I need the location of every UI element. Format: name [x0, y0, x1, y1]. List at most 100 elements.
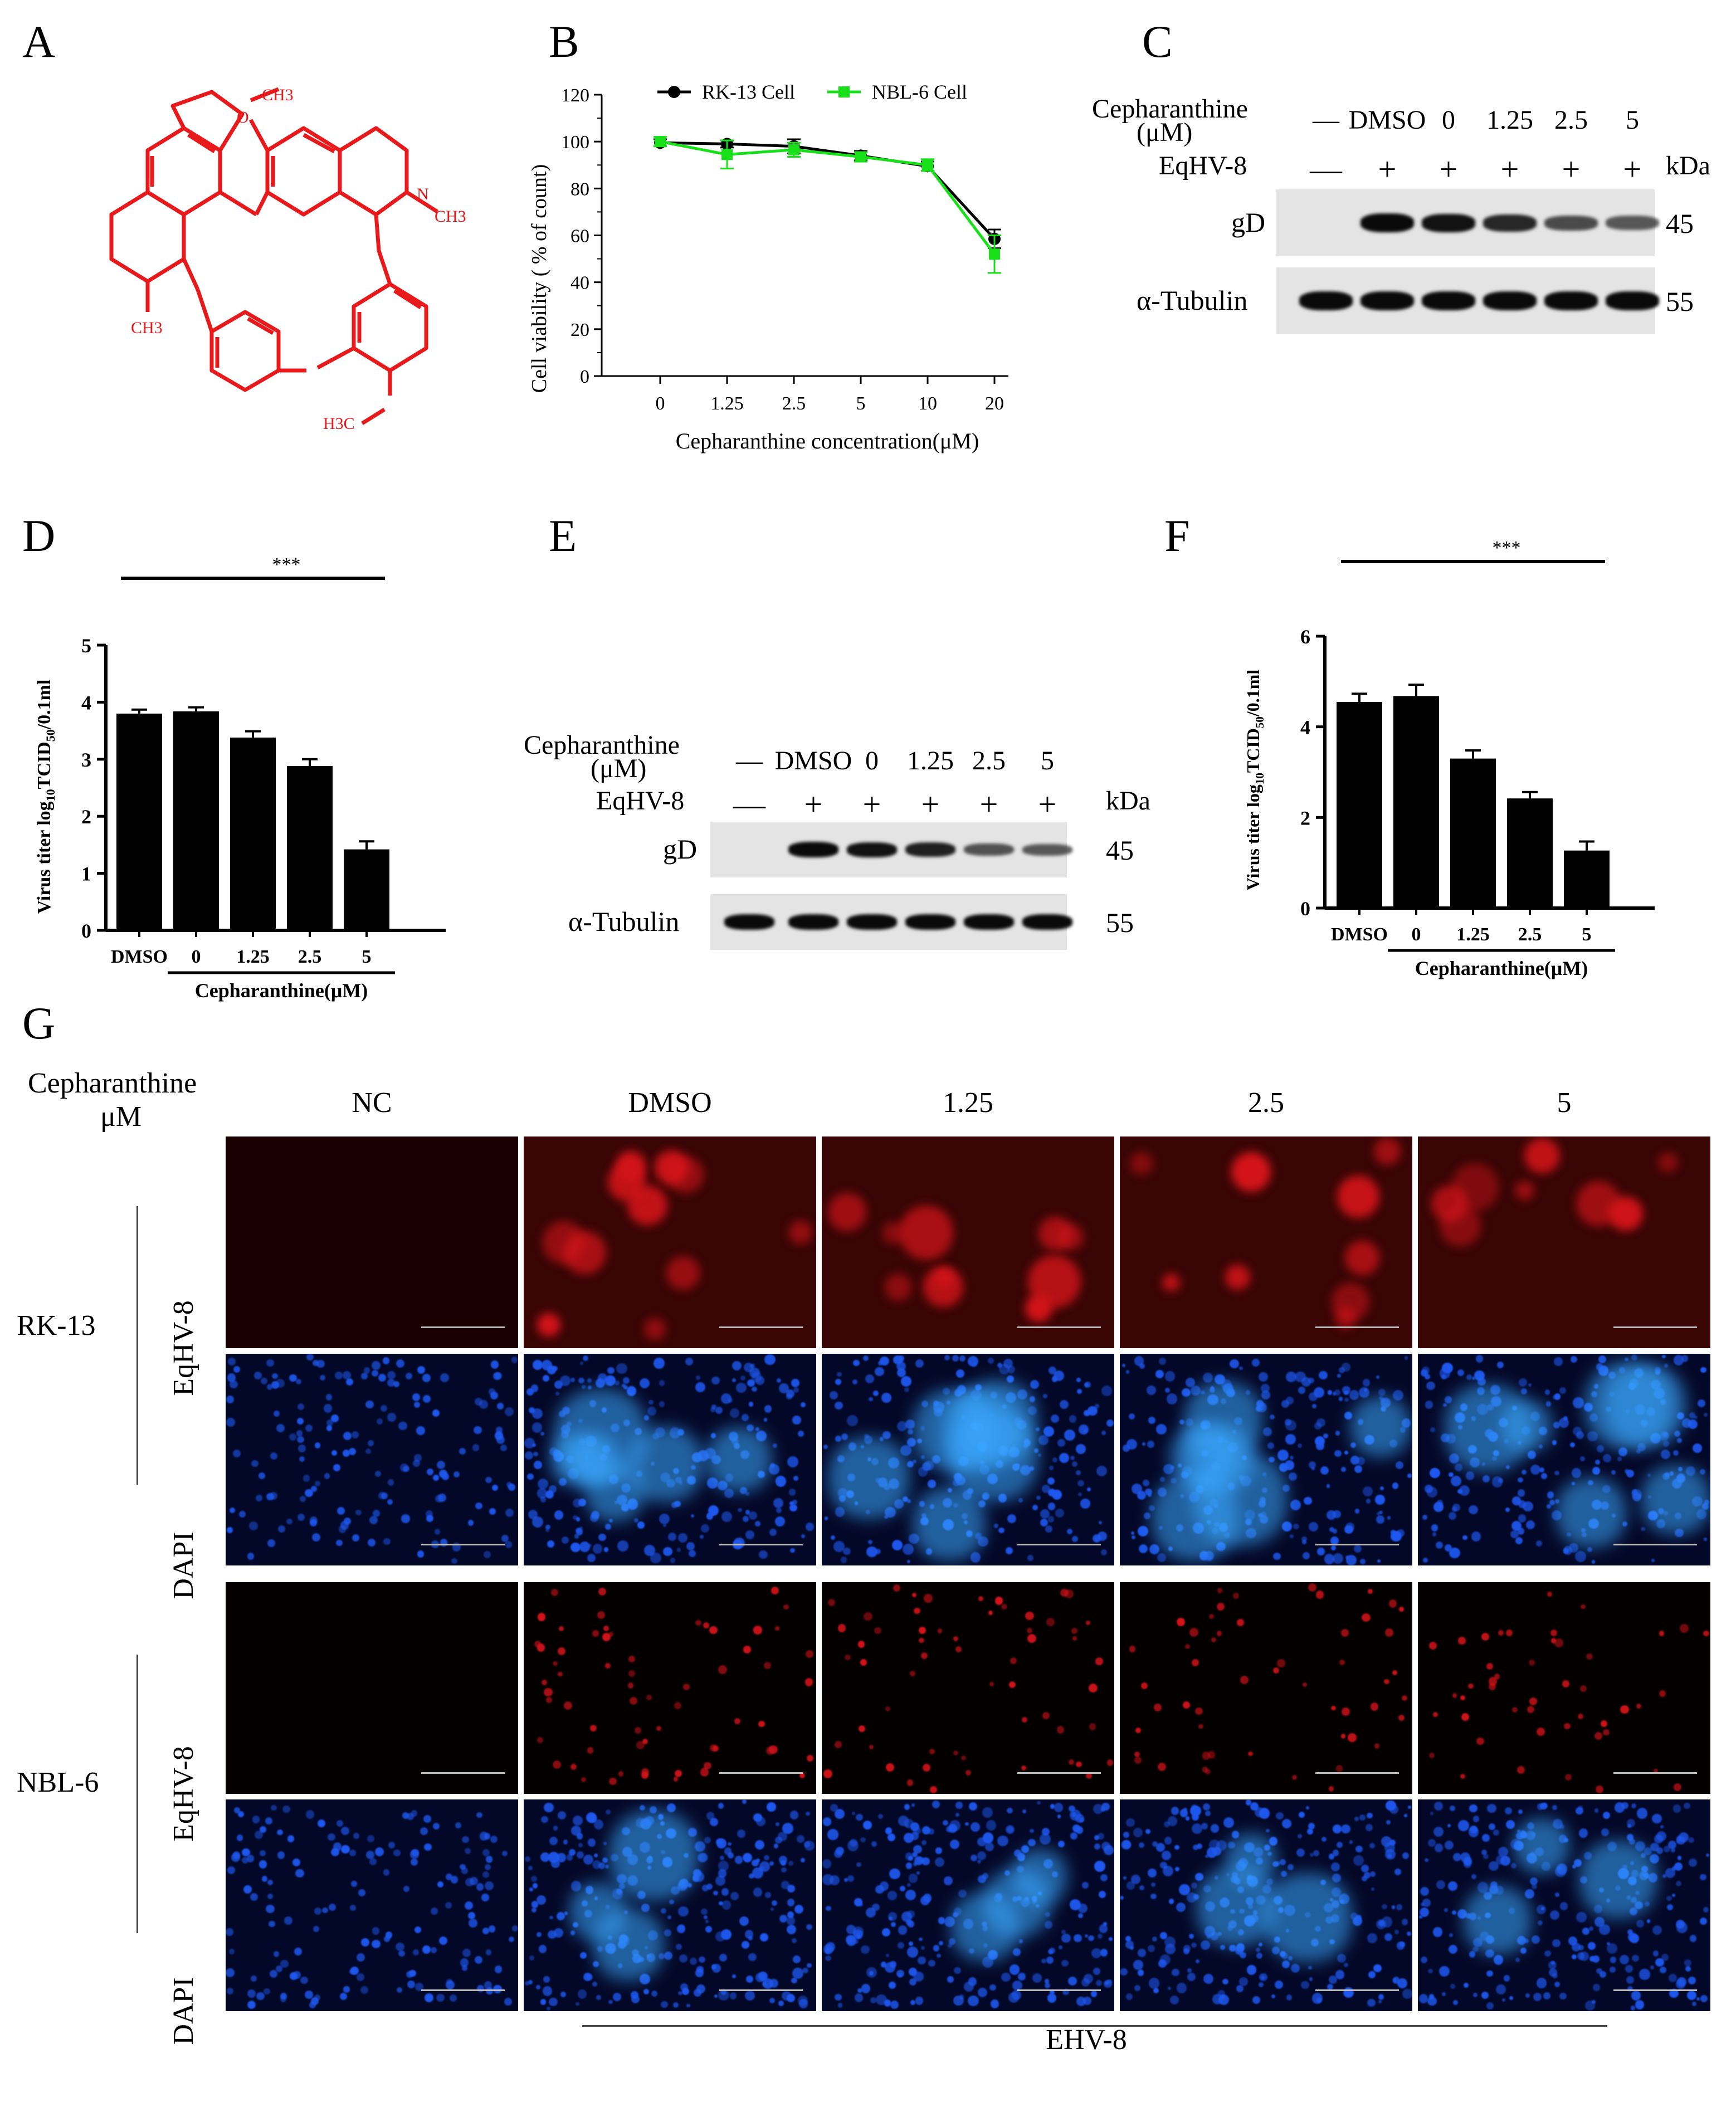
nucleus	[1462, 1535, 1467, 1540]
nucleus	[648, 1399, 654, 1405]
chart-b-series-line	[660, 140, 996, 255]
nucleus	[1532, 1884, 1537, 1889]
nucleus	[540, 1852, 550, 1862]
nucleus	[356, 1973, 364, 1981]
nucleus	[1496, 1361, 1504, 1368]
nucleus	[1057, 1814, 1061, 1818]
nucleus	[1360, 1559, 1366, 1564]
nucleus	[1661, 1449, 1671, 1459]
nucleus	[942, 1820, 949, 1826]
nucleus	[667, 1803, 676, 1812]
nucleus	[1274, 1980, 1283, 1989]
cell-cluster	[1196, 1867, 1275, 1947]
nucleus	[1103, 1922, 1107, 1926]
red-signal	[563, 1231, 606, 1274]
nucleus	[1397, 1978, 1407, 1989]
nucleus	[297, 1513, 305, 1521]
nucleus	[549, 1997, 558, 2007]
chart-d-ytick-label: 2	[81, 806, 91, 828]
nucleus	[1577, 1805, 1583, 1811]
nucleus	[1379, 1510, 1383, 1515]
cell-cluster	[1262, 1872, 1352, 1962]
nucleus	[1289, 1455, 1294, 1460]
nucleus	[1524, 1939, 1529, 1944]
red-signal	[713, 1745, 719, 1752]
nucleus	[986, 1820, 997, 1831]
nucleus	[1332, 1825, 1342, 1833]
nucleus	[532, 1408, 543, 1419]
nucleus	[1344, 1390, 1349, 1396]
nucleus	[1544, 1950, 1551, 1957]
nucleus	[1341, 1362, 1350, 1372]
blot-virus-sign: +	[1439, 151, 1458, 187]
nucleus	[661, 1908, 667, 1914]
nucleus	[296, 1379, 302, 1385]
nucleus	[1328, 1975, 1337, 1984]
red-signal	[1550, 1637, 1557, 1643]
chart-f-xtick-label: 1.25	[1456, 924, 1490, 945]
red-signal	[1134, 1756, 1142, 1764]
red-signal	[934, 1268, 954, 1287]
red-signal	[1368, 1588, 1373, 1594]
nucleus	[491, 1484, 499, 1491]
nucleus	[1131, 1535, 1136, 1540]
nucleus	[1518, 1809, 1523, 1814]
nucleus	[269, 1969, 278, 1978]
nucleus	[952, 1354, 959, 1362]
nucleus	[246, 1854, 255, 1862]
nucleus	[881, 1393, 891, 1403]
nucleus	[862, 1355, 869, 1361]
nucleus	[1179, 1419, 1185, 1425]
nucleus	[1518, 1477, 1523, 1483]
nucleus	[526, 1473, 534, 1480]
nucleus	[482, 1848, 490, 1857]
nucleus	[944, 1355, 950, 1361]
nucleus	[1091, 1948, 1102, 1958]
blot-virus-sign: —	[1310, 151, 1342, 187]
nucleus	[1700, 1874, 1706, 1881]
nucleus	[1354, 1816, 1359, 1822]
nucleus	[416, 1426, 425, 1435]
nucleus	[1127, 1881, 1135, 1890]
nucleus	[1688, 1419, 1698, 1429]
nucleus	[743, 1362, 754, 1373]
nucleus	[605, 1809, 611, 1814]
nucleus	[393, 1849, 401, 1857]
nucleus	[446, 1980, 455, 1989]
red-signal	[1529, 1659, 1535, 1666]
nucleus	[1554, 1892, 1560, 1898]
nucleus	[885, 1827, 893, 1835]
nucleus	[1046, 1957, 1054, 1964]
red-signal	[1038, 1216, 1072, 1251]
nucleus	[375, 1470, 382, 1477]
nucleus	[1431, 1524, 1438, 1531]
red-signal	[994, 1596, 1003, 1605]
nucleus	[676, 1925, 685, 1933]
nucleus	[310, 1519, 318, 1527]
nucleus	[1334, 1450, 1342, 1457]
nucleus	[788, 1489, 796, 1496]
nucleus	[875, 1885, 884, 1894]
nucleus	[778, 2000, 784, 2006]
chart-f-bar	[1337, 701, 1382, 908]
nucleus	[1285, 1433, 1296, 1445]
nucleus	[1166, 1393, 1178, 1404]
red-signal	[930, 1786, 938, 1793]
nucleus	[1691, 2001, 1696, 2007]
chart-b-xtick-label: 2.5	[782, 393, 806, 414]
nucleus	[1434, 1843, 1443, 1852]
nucleus	[333, 1464, 340, 1471]
nucleus	[1294, 1371, 1306, 1383]
red-signal	[1027, 1634, 1036, 1643]
nucleus	[742, 1516, 749, 1523]
nucleus	[485, 1476, 492, 1484]
nucleus	[938, 1917, 945, 1924]
fluorescence-tile	[1418, 1582, 1710, 1794]
nucleus	[699, 1535, 704, 1539]
nucleus	[807, 1963, 812, 1968]
nucleus	[422, 1394, 431, 1403]
nucleus	[1700, 1995, 1708, 2003]
nucleus	[331, 1450, 338, 1456]
blot-band	[905, 842, 955, 857]
nucleus	[885, 1962, 896, 1973]
